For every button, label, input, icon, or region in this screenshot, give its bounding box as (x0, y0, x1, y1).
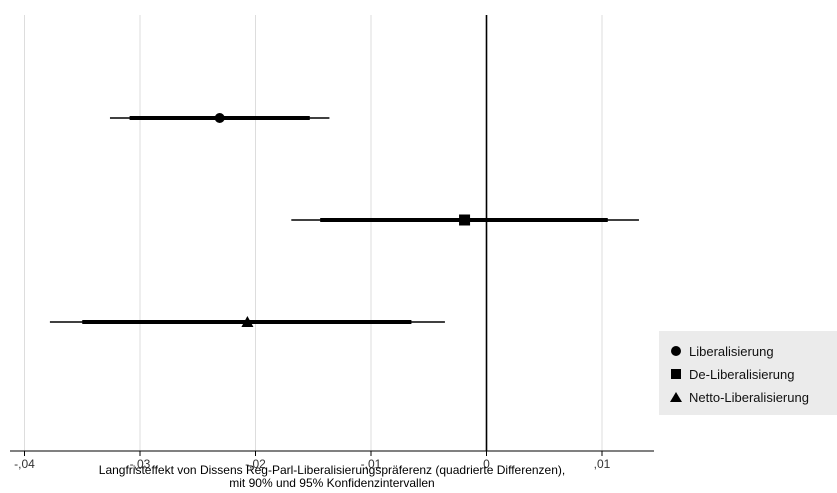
legend: Liberalisierung De-Liberalisierung Netto… (659, 331, 837, 415)
legend-item-netto-liberalisierung: Netto-Liberalisierung (669, 388, 809, 406)
legend-label: Liberalisierung (689, 343, 774, 359)
series-marks (49, 113, 639, 327)
legend-label: De-Liberalisierung (689, 366, 795, 382)
triangle-marker-icon (669, 390, 683, 404)
series-triangle (49, 316, 445, 327)
series-square (291, 214, 639, 226)
x-tick-label: -,02 (245, 457, 266, 471)
x-axis-title: Langfristeffekt von Dissens Reg-Parl-Lib… (99, 463, 565, 477)
x-tick-label: -,04 (14, 457, 35, 471)
grid-lines (24, 15, 603, 451)
x-tick-label: -,01 (361, 457, 382, 471)
legend-item-de-liberalisierung: De-Liberalisierung (669, 365, 795, 383)
legend-item-liberalisierung: Liberalisierung (669, 342, 774, 360)
x-tick-label: ,01 (594, 457, 611, 471)
x-tick-label: -,03 (130, 457, 151, 471)
point-estimate-triangle (241, 316, 254, 327)
legend-label: Netto-Liberalisierung (689, 389, 809, 405)
point-estimate-square (459, 214, 471, 226)
square-marker-icon (669, 367, 683, 381)
x-axis-ticks: -,04 -,03 -,02 -,01 0 ,01 (14, 451, 611, 471)
point-estimate-circle (214, 113, 225, 123)
series-circle (109, 113, 330, 123)
x-tick-label: 0 (483, 457, 490, 471)
x-axis-title-line2: mit 90% und 95% Konfidenzintervallen (229, 476, 434, 490)
circle-marker-icon (669, 344, 683, 358)
